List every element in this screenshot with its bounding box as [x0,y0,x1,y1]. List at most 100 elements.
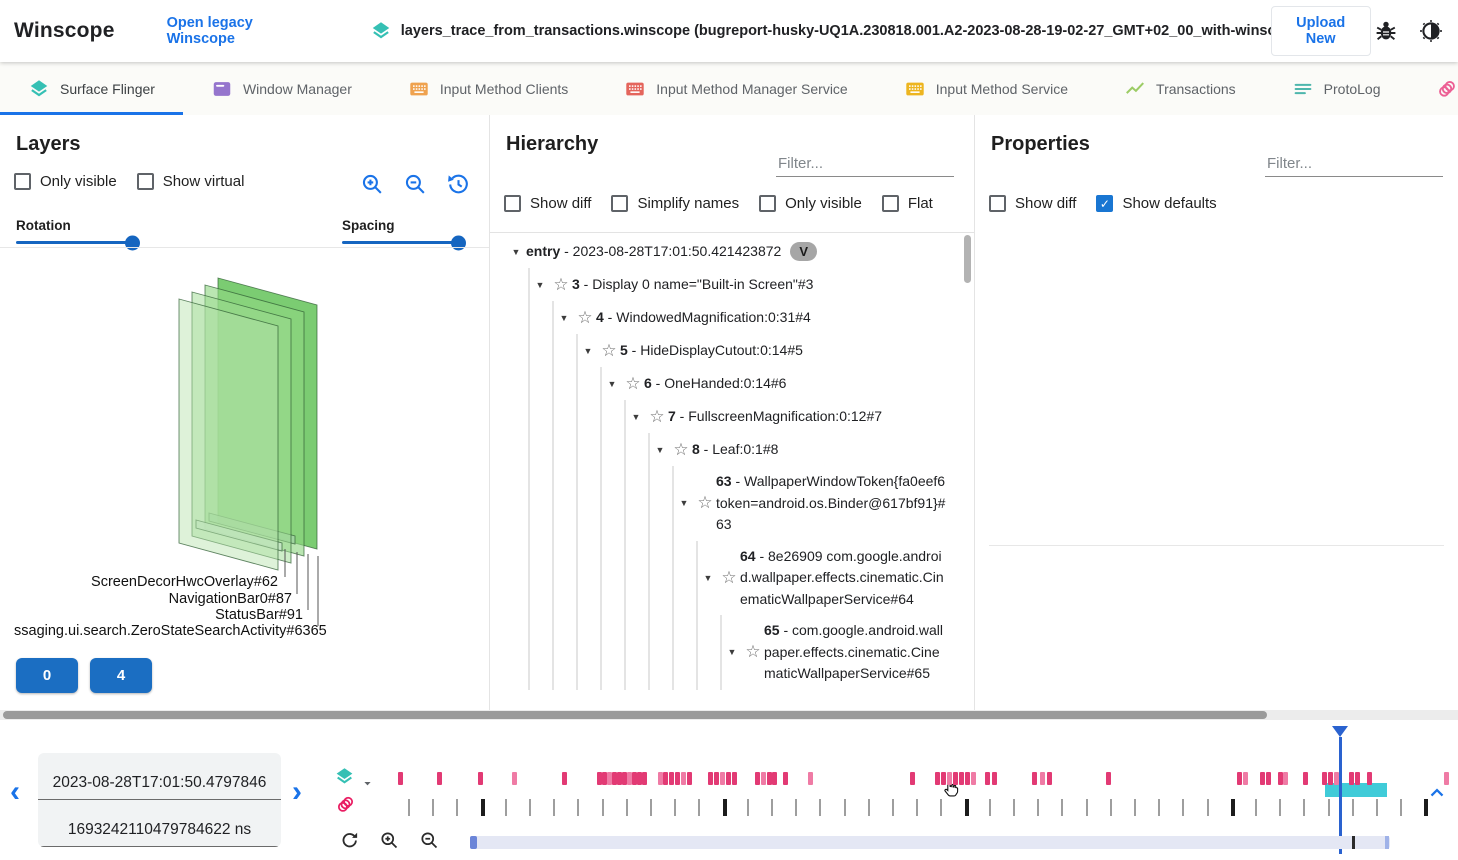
transition-marker[interactable] [512,772,517,785]
transition-marker[interactable] [935,772,940,785]
hierarchy-scrollbar[interactable] [964,235,971,704]
horizontal-scrollbar-thumb[interactable] [3,711,1267,719]
transaction-tick[interactable] [795,799,798,816]
horizontal-scrollbar[interactable] [0,710,1458,720]
timeline-canvas[interactable] [395,720,1449,860]
star-icon[interactable]: ☆ [697,493,713,513]
transition-marker[interactable] [985,772,990,785]
transition-marker[interactable] [761,772,766,785]
transaction-tick[interactable] [722,799,727,816]
transition-marker[interactable] [637,772,642,785]
transition-marker[interactable] [1322,772,1327,785]
trace-selector-caret-icon[interactable] [360,776,375,791]
transition-marker[interactable] [687,772,692,785]
transition-marker[interactable] [1237,772,1242,785]
transition-marker[interactable] [941,772,946,785]
checkbox-show-virtual[interactable]: Show virtual [136,173,244,190]
transition-marker[interactable] [992,772,997,785]
checkbox-show-diff[interactable]: Show diff [504,195,591,212]
hierarchy-filter-input[interactable] [776,151,954,177]
checkbox-box[interactable] [759,195,777,212]
transition-marker[interactable] [720,772,725,785]
transition-marker[interactable] [953,772,958,785]
transition-marker[interactable] [681,772,686,785]
transition-marker[interactable] [437,772,442,785]
properties-filter-input[interactable] [1265,151,1443,177]
collapse-timeline-icon[interactable] [1426,782,1448,809]
tree-node-65[interactable]: ▼ ☆ 65 - com.google.android.wallpaper.effe… [506,615,948,690]
display-button-0[interactable]: 0 [16,658,78,693]
transition-marker[interactable] [1260,772,1265,785]
transition-marker[interactable] [1303,772,1308,785]
transaction-tick[interactable] [1182,799,1185,816]
star-icon[interactable]: ☆ [745,642,761,662]
expand-arrow-icon[interactable]: ▼ [583,345,593,356]
checkbox-box[interactable] [611,195,629,212]
star-icon[interactable]: ☆ [553,274,569,294]
transaction-tick[interactable] [1037,799,1040,816]
checkbox-box[interactable] [989,195,1006,212]
transition-marker[interactable] [1444,772,1449,785]
human-time-input[interactable] [38,753,281,800]
transaction-tick[interactable] [1351,799,1354,816]
transition-marker[interactable] [602,772,607,785]
transaction-tick[interactable] [408,799,410,816]
layers-3d-canvas[interactable] [0,247,489,667]
tree-node-6[interactable]: ▼ ☆ 6 - OneHanded:0:14#6 [506,367,948,400]
spacing-slider-thumb[interactable] [451,235,466,250]
transition-marker[interactable] [947,772,952,785]
transition-marker[interactable] [708,772,713,785]
tab-input-method-manager-service[interactable]: Input Method Manager Service [596,62,875,115]
transition-marker[interactable] [767,772,772,785]
transaction-tick[interactable] [456,799,459,816]
transaction-tick[interactable] [1327,799,1330,816]
tab-window-manager[interactable]: Window Manager [183,62,380,115]
transition-marker[interactable] [959,772,964,785]
transition-marker[interactable] [627,772,632,785]
transaction-tick[interactable] [1013,799,1015,816]
transaction-tick[interactable] [892,799,894,816]
upload-new-button[interactable]: Upload New [1270,6,1371,56]
checkbox-only-visible[interactable]: Only visible [759,195,862,212]
checkbox-show-defaults[interactable]: ✓ Show defaults [1096,195,1217,212]
transition-marker[interactable] [1355,772,1360,785]
expand-arrow-icon[interactable]: ▼ [607,378,617,389]
timeline-cursor-handle[interactable] [1332,726,1348,737]
transaction-tick[interactable] [746,799,749,816]
transition-marker[interactable] [642,772,647,785]
bug-report-icon[interactable] [1373,16,1400,46]
display-button-4[interactable]: 4 [90,658,152,693]
transaction-tick[interactable] [529,799,531,816]
expand-arrow-icon[interactable]: ▼ [679,498,689,509]
star-icon[interactable]: ☆ [601,340,617,360]
transition-marker[interactable] [562,772,567,785]
star-icon[interactable]: ☆ [577,307,593,327]
transaction-tick[interactable] [480,799,485,816]
transaction-tick[interactable] [698,799,701,816]
transaction-tick[interactable] [432,799,435,816]
prev-entry-button[interactable]: ‹ [10,775,20,808]
checkbox-simplify-names[interactable]: Simplify names [611,195,739,212]
transaction-tick[interactable] [1230,799,1235,816]
transaction-tick[interactable] [1085,799,1088,816]
transition-marker[interactable] [622,772,627,785]
expand-arrow-icon[interactable]: ▼ [535,279,545,290]
transaction-tick[interactable] [867,799,870,816]
transition-marker[interactable] [726,772,731,785]
tree-node-entry[interactable]: ▼ entry - 2023-08-28T17:01:50.421423872 V [506,235,948,268]
transition-marker[interactable] [398,772,403,785]
transitions-trace-icon[interactable] [335,794,356,815]
transition-marker[interactable] [1040,772,1045,785]
transition-marker[interactable] [675,772,680,785]
checkbox-box[interactable] [14,173,31,190]
transition-marker[interactable] [1328,772,1333,785]
transition-marker[interactable] [910,772,915,785]
transition-marker[interactable] [783,772,788,785]
tree-node-64[interactable]: ▼ ☆ 64 - 8e26909 com.google.android.wallpa… [506,540,948,615]
transaction-tick[interactable] [1134,799,1136,816]
checkbox-box[interactable] [504,195,521,212]
tree-node-7[interactable]: ▼ ☆ 7 - FullscreenMagnification:0:12#7 [506,400,948,433]
transaction-tick[interactable] [1424,799,1429,816]
expand-arrow-icon[interactable]: ▼ [655,444,665,455]
timeline-zoom-in-icon[interactable] [379,830,400,851]
